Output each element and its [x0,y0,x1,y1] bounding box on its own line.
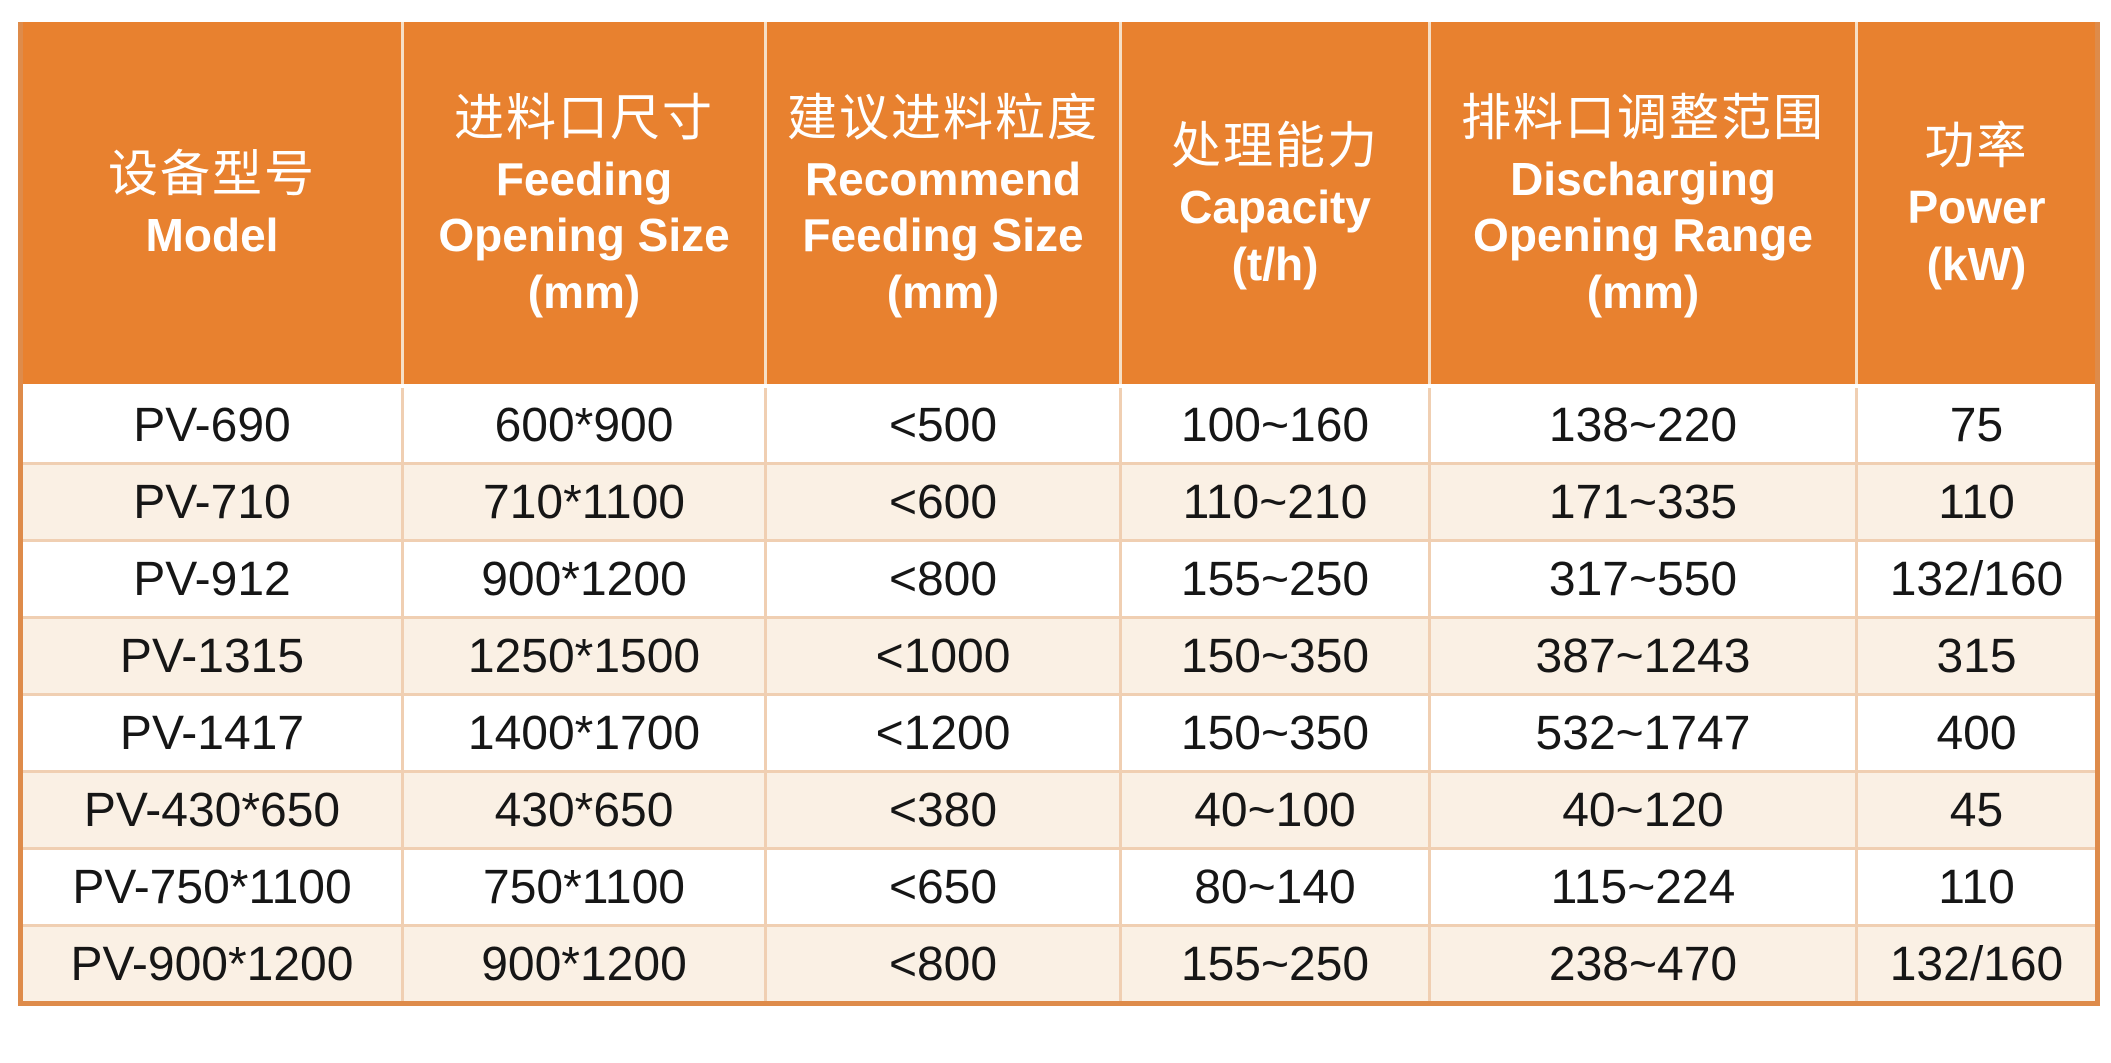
cell-discharging-opening-range: 387~1243 [1428,616,1858,696]
cell-capacity: 150~350 [1119,616,1431,696]
table-row: PV-690 600*900 <500 100~160 138~220 75 [19,384,2099,465]
cell-recommend-feeding-size: <800 [764,539,1122,619]
cell-recommend-feeding-size: <800 [764,924,1122,1005]
cell-model: PV-900*1200 [19,924,404,1005]
cell-model: PV-690 [19,384,404,465]
table-row: PV-1315 1250*1500 <1000 150~350 387~1243… [19,616,2099,696]
cell-power: 75 [1855,384,2099,465]
cell-model: PV-430*650 [19,770,404,850]
cell-capacity: 100~160 [1119,384,1431,465]
cell-model: PV-1315 [19,616,404,696]
column-header-recommend-feeding-size-en: Recommend Feeding Size (mm) [802,153,1084,318]
cell-feeding-opening-size: 900*1200 [401,539,767,619]
table-row: PV-430*650 430*650 <380 40~100 40~120 45 [19,770,2099,850]
product-spec-table: 设备型号 Model 进料口尺寸 Feeding Opening Size (m… [18,22,2100,1006]
column-header-power-en: Power (kW) [1907,181,2046,290]
cell-power: 315 [1855,616,2099,696]
column-header-model: 设备型号 Model [20,22,403,388]
column-header-recommend-feeding-size: 建议进料粒度 Recommend Feeding Size (mm) [764,22,1121,388]
cell-feeding-opening-size: 1400*1700 [401,693,767,773]
cell-capacity: 110~210 [1119,462,1431,542]
column-header-discharging-opening-range: 排料口调整范围 Discharging Opening Range (mm) [1428,22,1857,388]
cell-discharging-opening-range: 40~120 [1428,770,1858,850]
column-header-feeding-opening-size: 进料口尺寸 Feeding Opening Size (mm) [401,22,766,388]
cell-discharging-opening-range: 115~224 [1428,847,1858,927]
cell-recommend-feeding-size: <500 [764,384,1122,465]
cell-power: 132/160 [1855,539,2099,619]
column-header-feeding-opening-size-zh: 进料口尺寸 [454,90,714,147]
cell-discharging-opening-range: 238~470 [1428,924,1858,1005]
cell-model: PV-912 [19,539,404,619]
column-header-model-zh: 设备型号 [108,146,316,203]
cell-power: 45 [1855,770,2099,850]
cell-power: 110 [1855,462,2099,542]
cell-feeding-opening-size: 1250*1500 [401,616,767,696]
table-row: PV-710 710*1100 <600 110~210 171~335 110 [19,462,2099,542]
cell-power: 110 [1855,847,2099,927]
cell-feeding-opening-size: 430*650 [401,770,767,850]
cell-discharging-opening-range: 317~550 [1428,539,1858,619]
column-header-feeding-opening-size-en: Feeding Opening Size (mm) [438,153,730,318]
cell-model: PV-750*1100 [19,847,404,927]
column-header-model-en: Model [145,209,279,262]
cell-recommend-feeding-size: <600 [764,462,1122,542]
column-header-power: 功率 Power (kW) [1855,22,2098,388]
cell-recommend-feeding-size: <650 [764,847,1122,927]
column-header-capacity-zh: 处理能力 [1171,118,1379,175]
cell-capacity: 155~250 [1119,924,1431,1005]
cell-power: 400 [1855,693,2099,773]
cell-model: PV-710 [19,462,404,542]
table-row: PV-900*1200 900*1200 <800 155~250 238~47… [19,924,2099,1005]
cell-recommend-feeding-size: <1200 [764,693,1122,773]
column-header-discharging-opening-range-zh: 排料口调整范围 [1461,90,1825,147]
column-header-capacity-en: Capacity (t/h) [1179,181,1371,290]
column-header-capacity: 处理能力 Capacity (t/h) [1119,22,1430,388]
cell-discharging-opening-range: 138~220 [1428,384,1858,465]
cell-model: PV-1417 [19,693,404,773]
table-row: PV-750*1100 750*1100 <650 80~140 115~224… [19,847,2099,927]
cell-discharging-opening-range: 171~335 [1428,462,1858,542]
cell-feeding-opening-size: 600*900 [401,384,767,465]
cell-feeding-opening-size: 710*1100 [401,462,767,542]
header-row: 设备型号 Model 进料口尺寸 Feeding Opening Size (m… [20,22,2098,388]
cell-power: 132/160 [1855,924,2099,1005]
cell-capacity: 80~140 [1119,847,1431,927]
cell-recommend-feeding-size: <1000 [764,616,1122,696]
table-row: PV-912 900*1200 <800 155~250 317~550 132… [19,539,2099,619]
cell-capacity: 150~350 [1119,693,1431,773]
cell-discharging-opening-range: 532~1747 [1428,693,1858,773]
column-header-discharging-opening-range-en: Discharging Opening Range (mm) [1473,153,1813,318]
cell-capacity: 155~250 [1119,539,1431,619]
cell-recommend-feeding-size: <380 [764,770,1122,850]
table-row: PV-1417 1400*1700 <1200 150~350 532~1747… [19,693,2099,773]
column-header-recommend-feeding-size-zh: 建议进料粒度 [787,90,1099,147]
cell-capacity: 40~100 [1119,770,1431,850]
cell-feeding-opening-size: 900*1200 [401,924,767,1005]
column-header-power-zh: 功率 [1924,118,2029,175]
cell-feeding-opening-size: 750*1100 [401,847,767,927]
